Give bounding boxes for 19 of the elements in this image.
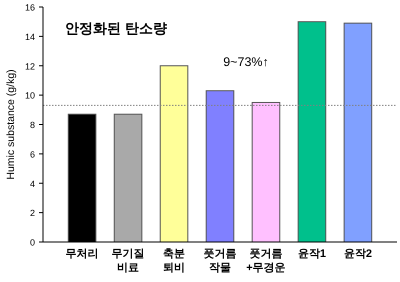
y-tick-label: 2 — [30, 208, 35, 218]
x-tick-label: 윤작1 — [298, 248, 326, 260]
y-tick-label: 10 — [24, 90, 35, 101]
x-tick-label: 풋거름 작물 — [204, 248, 236, 274]
x-tick-label: 무기질 비료 — [112, 248, 145, 274]
y-tick-label: 6 — [30, 149, 35, 160]
x-tick-label: 윤작2 — [344, 248, 372, 260]
x-tick-label: 축분 퇴비 — [163, 248, 186, 274]
annotation: 9~73%↑ — [223, 55, 269, 69]
y-tick-label: 8 — [30, 120, 35, 130]
x-tick-label: 무처리 — [66, 248, 99, 260]
y-tick-label: 4 — [30, 178, 35, 189]
text: 안정화된 탄소량 — [65, 20, 167, 36]
y-tick-label: 16 — [24, 2, 35, 12]
y-tick-label: 0 — [30, 238, 35, 248]
y-tick-label: 12 — [24, 61, 35, 72]
y-axis-title: Humic substance (g/kg) — [5, 69, 17, 180]
y-tick-label: 14 — [24, 32, 35, 42]
x-tick-label: 풋거름 +무경운 — [246, 248, 286, 274]
